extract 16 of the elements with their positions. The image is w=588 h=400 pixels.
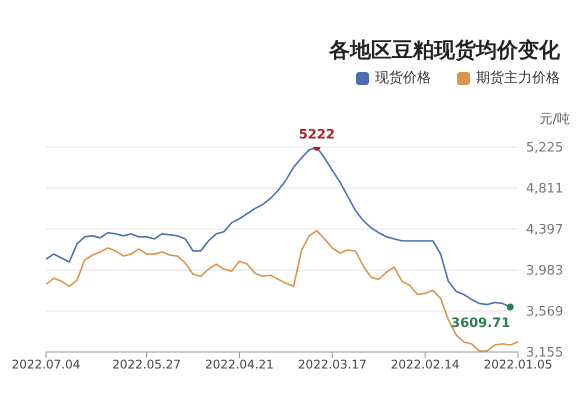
legend-label: 现货价格 [375,69,431,87]
data-label: 3609.71 [451,316,510,331]
x-tick-label: 2022.07.04 [12,358,80,372]
data-label: 5222 [298,127,335,142]
x-tick-label: 2022.04.21 [205,358,274,372]
chart-title: 各地区豆粕现货均价变化 [329,37,560,64]
legend-label: 期货主力价格 [476,69,560,87]
x-tick-label: 2022.05.27 [112,358,181,372]
x-tick-label: 2022.02.14 [390,358,460,372]
y-tick-label: 5,225 [526,140,564,156]
y-tick-label: 3,569 [526,304,564,320]
y-tick-label: 4,397 [526,222,564,238]
y-tick-label: 4,811 [526,182,564,197]
y-axis-title: 元/吨 [540,111,570,128]
x-tick-label: 2022.03.17 [298,358,367,372]
y-tick-label: 3,983 [526,264,564,279]
